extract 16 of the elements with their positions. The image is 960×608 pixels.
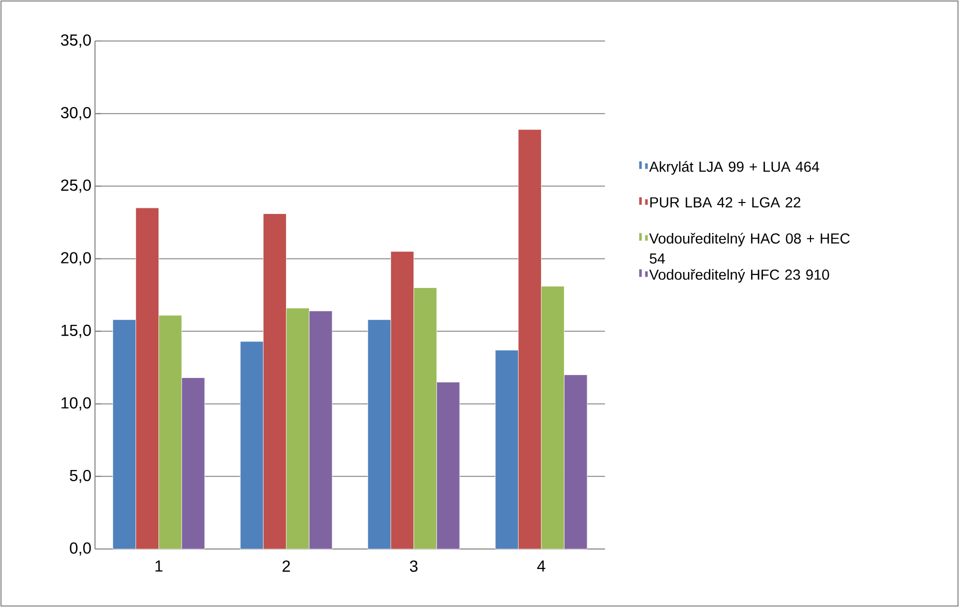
y-tick-label: 5,0 bbox=[70, 470, 91, 484]
legend-label: Vodouředitelný HAC 08 + HEC 54 bbox=[649, 232, 850, 264]
legend-label: PUR LBA 42 + LGA 22 bbox=[650, 197, 800, 208]
y-tick-label: 30,0 bbox=[60, 106, 91, 120]
x-tick-label: 3 bbox=[410, 560, 418, 572]
y-tick-label: 25,0 bbox=[61, 180, 91, 193]
y-tick-label: 10,0 bbox=[62, 397, 91, 410]
x-tick-label: 4 bbox=[537, 560, 546, 572]
legend-label: Vodouředitelný HFC 23 910 bbox=[649, 268, 830, 283]
y-tick-label: 15,0 bbox=[62, 324, 91, 338]
y-tick-label: 20,0 bbox=[61, 252, 91, 266]
x-tick-label: 2 bbox=[282, 560, 290, 572]
legend-label: Akrylát LJA 99 + LUA 464 bbox=[649, 161, 820, 175]
y-tick-label: 0,0 bbox=[70, 542, 91, 556]
x-tick-label: 1 bbox=[156, 560, 162, 572]
y-tick-label: 35,0 bbox=[60, 34, 91, 48]
